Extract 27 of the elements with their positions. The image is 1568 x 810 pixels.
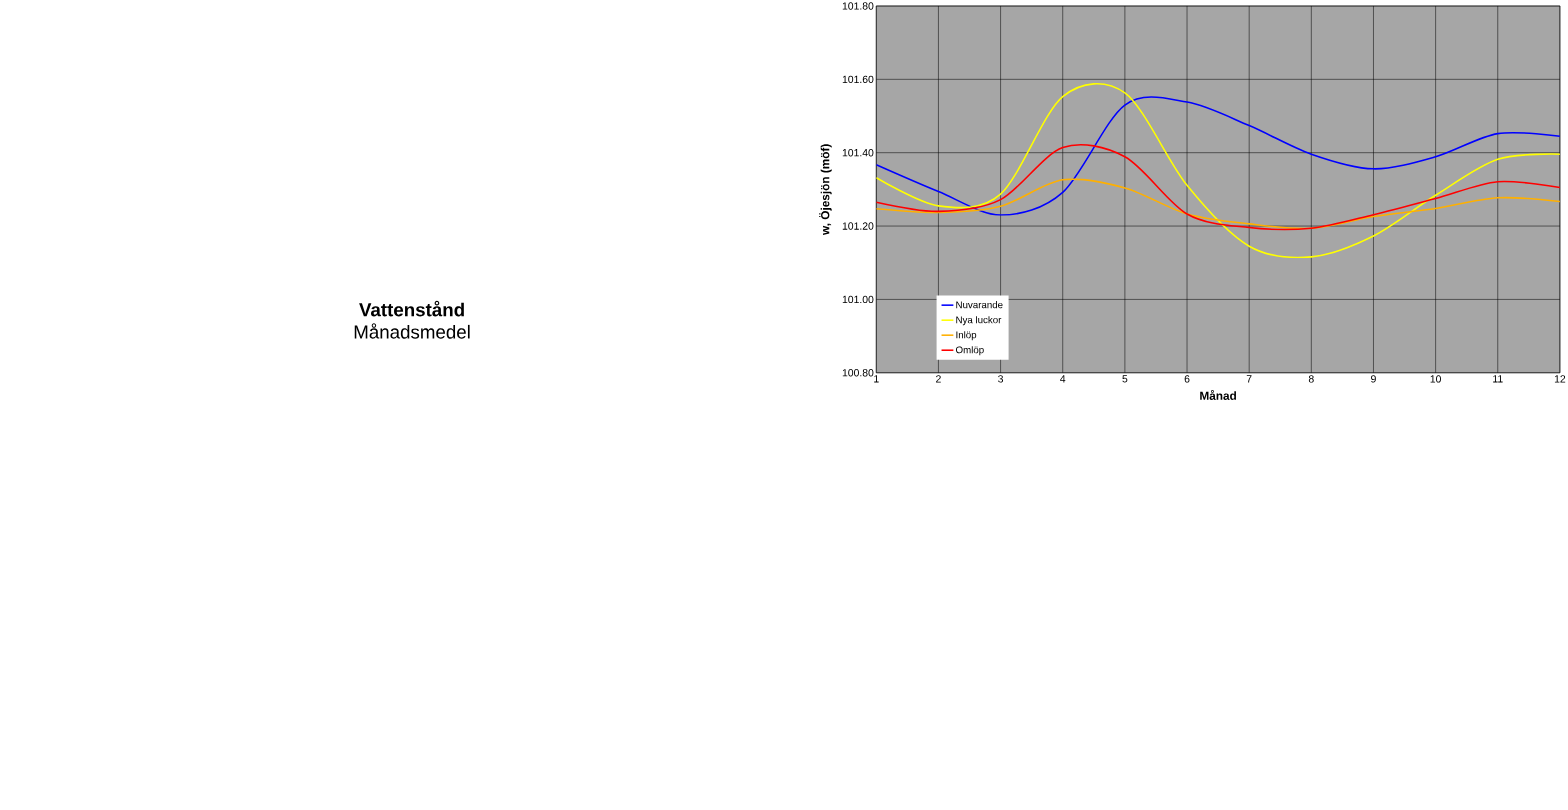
y-tick-label: 101.60	[842, 75, 874, 83]
x-tick-label: 2	[936, 375, 941, 383]
x-tick-label: 7	[1246, 375, 1252, 383]
legend-label: Omlöp	[956, 346, 984, 356]
y-tick-label: 101.40	[842, 148, 874, 157]
legend-label: Nya luckor	[956, 316, 1002, 326]
y-tick-label: 100.80	[842, 369, 874, 377]
y-tick-label: 101.20	[842, 222, 874, 230]
x-tick-label: 4	[1060, 375, 1066, 383]
legend-label: Nuvarande	[956, 301, 1003, 309]
text: Månadsmedel	[354, 323, 470, 339]
x-axis-title: Månad	[1200, 390, 1236, 400]
x-tick-label: 6	[1184, 375, 1190, 383]
x-tick-label: 5	[1122, 375, 1128, 383]
line-series	[876, 178, 1560, 230]
x-tick-label: 9	[1371, 375, 1376, 383]
x-tick-label: 8	[1308, 375, 1314, 383]
y-tick-label: 101.00	[842, 295, 874, 304]
x-tick-label: 11	[1493, 375, 1503, 383]
y-tick-label: 101.80	[842, 2, 874, 10]
x-tick-label: 10	[1430, 375, 1441, 383]
x-tick-label: 1	[874, 375, 879, 383]
y-axis-title: w, Öjesjön (möf)	[819, 144, 832, 235]
legend-label: Inlöp	[956, 331, 977, 341]
text: Vattenstånd	[359, 300, 464, 317]
x-tick-label: 3	[998, 375, 1004, 383]
x-tick-label: 12	[1554, 375, 1566, 383]
